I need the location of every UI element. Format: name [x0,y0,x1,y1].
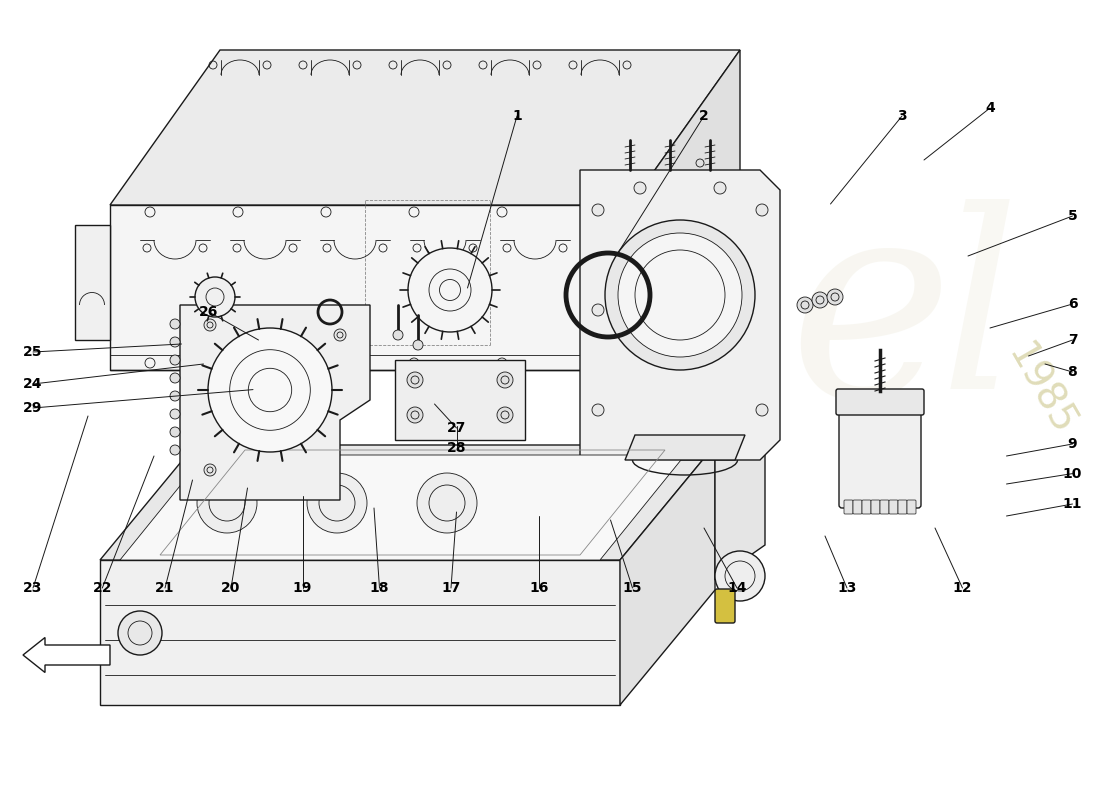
FancyBboxPatch shape [908,500,916,514]
Text: l: l [940,198,1020,442]
Text: 22: 22 [92,581,112,595]
Polygon shape [620,445,715,705]
Circle shape [662,173,738,249]
Circle shape [393,330,403,340]
Circle shape [634,182,646,194]
Polygon shape [110,205,630,370]
Polygon shape [580,170,780,460]
Text: 18: 18 [370,581,389,595]
Polygon shape [180,305,370,500]
Circle shape [195,277,235,317]
FancyBboxPatch shape [871,500,880,514]
Text: 15: 15 [623,581,642,595]
Text: 1: 1 [513,109,521,123]
Text: 10: 10 [1063,466,1082,481]
Circle shape [197,473,257,533]
Circle shape [756,204,768,216]
Circle shape [204,319,216,331]
Text: 20: 20 [221,581,241,595]
FancyBboxPatch shape [715,589,735,623]
Polygon shape [395,360,525,440]
Circle shape [407,407,424,423]
Circle shape [798,297,813,313]
Circle shape [170,427,180,437]
Circle shape [170,319,180,329]
Polygon shape [100,445,715,560]
Text: 29: 29 [23,401,43,415]
Circle shape [170,409,180,419]
Text: 27: 27 [447,421,466,435]
Polygon shape [75,225,110,340]
Text: 5: 5 [1068,209,1077,223]
Text: 3: 3 [898,109,906,123]
Text: 4: 4 [986,101,994,115]
Circle shape [634,436,646,448]
Circle shape [407,372,424,388]
Circle shape [592,304,604,316]
FancyBboxPatch shape [898,500,907,514]
Text: 6: 6 [1068,297,1077,311]
Circle shape [170,445,180,455]
FancyBboxPatch shape [889,500,898,514]
Text: 7: 7 [1068,333,1077,347]
FancyArrow shape [23,638,110,673]
Polygon shape [625,435,745,460]
Text: 1985: 1985 [999,338,1081,442]
Text: 23: 23 [23,581,43,595]
Text: 26: 26 [199,305,219,319]
Text: 24: 24 [23,377,43,391]
Circle shape [618,233,742,357]
Text: 2: 2 [700,109,708,123]
FancyBboxPatch shape [839,402,921,508]
Circle shape [204,464,216,476]
FancyBboxPatch shape [852,500,862,514]
Text: 13: 13 [837,581,857,595]
Text: 9: 9 [1068,437,1077,451]
Text: 14: 14 [727,581,747,595]
Text: a passion for parts: a passion for parts [341,536,659,664]
Circle shape [715,551,764,601]
Circle shape [417,473,477,533]
Circle shape [412,340,424,350]
Circle shape [812,292,828,308]
Circle shape [605,220,755,370]
Text: 11: 11 [1063,497,1082,511]
FancyBboxPatch shape [880,500,889,514]
Circle shape [714,436,726,448]
Circle shape [408,248,492,332]
Circle shape [170,391,180,401]
Polygon shape [100,560,620,705]
Polygon shape [630,50,740,370]
Text: 8: 8 [1068,365,1077,379]
Text: 17: 17 [441,581,461,595]
Polygon shape [120,455,685,560]
Circle shape [307,473,367,533]
Circle shape [170,355,180,365]
Circle shape [714,182,726,194]
Text: 25: 25 [23,345,43,359]
Text: 19: 19 [293,581,312,595]
Text: e: e [788,186,953,454]
FancyBboxPatch shape [844,500,852,514]
FancyBboxPatch shape [862,500,871,514]
Circle shape [756,404,768,416]
Circle shape [170,373,180,383]
Text: 28: 28 [447,441,466,455]
Polygon shape [110,50,740,205]
Circle shape [208,328,332,452]
Circle shape [827,289,843,305]
Circle shape [497,372,513,388]
Circle shape [170,337,180,347]
FancyBboxPatch shape [836,389,924,415]
Circle shape [118,611,162,655]
Circle shape [592,204,604,216]
Text: 12: 12 [953,581,972,595]
Circle shape [497,407,513,423]
Polygon shape [715,410,764,580]
Text: 16: 16 [529,581,549,595]
Text: 21: 21 [155,581,175,595]
Circle shape [592,404,604,416]
Circle shape [334,329,346,341]
